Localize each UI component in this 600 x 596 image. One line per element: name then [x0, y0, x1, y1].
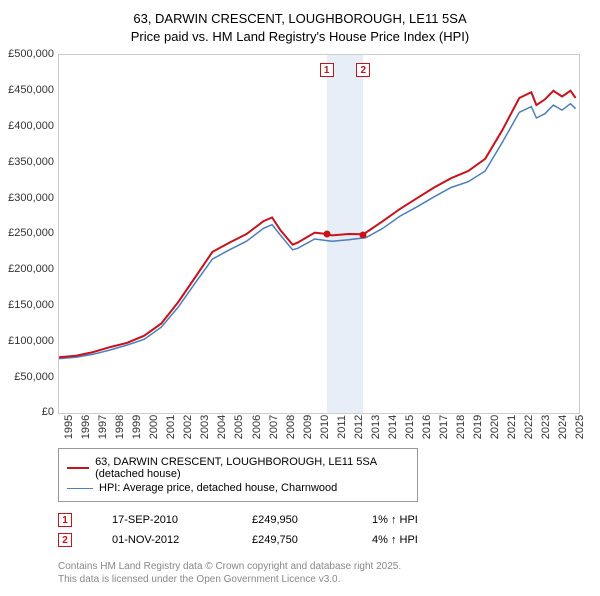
chart-area: 1995199619971998199920002001200220032004…: [58, 54, 580, 414]
legend-label-hpi: HPI: Average price, detached house, Char…: [99, 482, 337, 494]
y-tick-label: £100,000: [8, 335, 58, 347]
legend-swatch-hpi: [67, 488, 93, 489]
x-tick-label: 2025: [570, 415, 586, 439]
y-tick-label: £200,000: [8, 263, 58, 275]
x-tick-label: 2019: [468, 415, 484, 439]
legend-label-property: 63, DARWIN CRESCENT, LOUGHBOROUGH, LE11 …: [95, 456, 409, 480]
legend-swatch-property: [67, 467, 89, 469]
x-tick-label: 2011: [332, 416, 348, 440]
sale-marker-badge: 2: [356, 63, 370, 77]
x-tick-label: 2006: [247, 415, 263, 439]
y-tick-label: £150,000: [8, 299, 58, 311]
y-tick-label: £50,000: [14, 371, 58, 383]
x-tick-label: 2021: [502, 415, 518, 439]
legend-item-property: 63, DARWIN CRESCENT, LOUGHBOROUGH, LE11 …: [67, 455, 409, 481]
x-tick-label: 2004: [212, 415, 228, 439]
x-tick-label: 2003: [195, 415, 211, 439]
x-tick-label: 2000: [144, 415, 160, 439]
sale-dot: [323, 231, 330, 238]
sale-badge: 1: [58, 513, 72, 527]
x-tick-label: 2010: [315, 415, 331, 439]
attribution-line2: This data is licensed under the Open Gov…: [58, 573, 590, 586]
attribution-line1: Contains HM Land Registry data © Crown c…: [58, 560, 590, 573]
x-tick-label: 1997: [93, 415, 109, 439]
x-tick-label: 2005: [229, 415, 245, 439]
legend-item-hpi: HPI: Average price, detached house, Char…: [67, 481, 409, 495]
sale-marker-badge: 1: [320, 63, 334, 77]
legend: 63, DARWIN CRESCENT, LOUGHBOROUGH, LE11 …: [58, 448, 418, 502]
chart-svg: [59, 55, 579, 413]
y-tick-label: £300,000: [8, 192, 58, 204]
chart-title: 63, DARWIN CRESCENT, LOUGHBOROUGH, LE11 …: [10, 10, 590, 46]
sale-delta: 4% ↑ HPI: [372, 534, 418, 546]
x-tick-label: 2009: [298, 415, 314, 439]
y-tick-label: £0: [42, 406, 58, 418]
x-tick-label: 2017: [434, 415, 450, 439]
x-tick-label: 2013: [366, 415, 382, 439]
attribution: Contains HM Land Registry data © Crown c…: [58, 560, 590, 586]
x-tick-label: 2008: [281, 415, 297, 439]
x-tick-label: 2007: [264, 415, 280, 439]
x-tick-label: 1999: [127, 415, 143, 439]
x-tick-label: 2024: [553, 415, 569, 439]
title-subtitle: Price paid vs. HM Land Registry's House …: [10, 28, 590, 46]
series-line-property: [59, 91, 576, 357]
x-tick-label: 2018: [451, 415, 467, 439]
x-tick-label: 2022: [519, 415, 535, 439]
x-tick-label: 1995: [59, 415, 75, 439]
x-tick-label: 2020: [485, 415, 501, 439]
y-tick-label: £500,000: [8, 48, 58, 60]
x-tick-label: 1996: [76, 415, 92, 439]
y-tick-label: £250,000: [8, 227, 58, 239]
x-tick-label: 2023: [536, 415, 552, 439]
title-address: 63, DARWIN CRESCENT, LOUGHBOROUGH, LE11 …: [10, 10, 590, 28]
sale-price: £249,750: [252, 534, 332, 546]
x-tick-label: 2015: [400, 415, 416, 439]
sale-dot: [360, 231, 367, 238]
x-tick-label: 1998: [110, 415, 126, 439]
sale-row: 2 01-NOV-2012 £249,750 4% ↑ HPI: [58, 530, 590, 550]
x-tick-label: 2012: [349, 415, 365, 439]
x-tick-label: 2002: [178, 415, 194, 439]
x-tick-label: 2001: [161, 415, 177, 439]
x-tick-label: 2014: [383, 415, 399, 439]
sale-badge: 2: [58, 533, 72, 547]
sale-price: £249,950: [252, 514, 332, 526]
sale-date: 01-NOV-2012: [112, 534, 212, 546]
x-tick-label: 2016: [417, 415, 433, 439]
sales-table: 1 17-SEP-2010 £249,950 1% ↑ HPI 2 01-NOV…: [58, 510, 590, 550]
series-line-hpi: [59, 104, 576, 359]
y-tick-label: £400,000: [8, 120, 58, 132]
plot-area: 1995199619971998199920002001200220032004…: [58, 54, 580, 414]
sale-delta: 1% ↑ HPI: [372, 514, 418, 526]
y-tick-label: £350,000: [8, 156, 58, 168]
sale-date: 17-SEP-2010: [112, 514, 212, 526]
y-tick-label: £450,000: [8, 84, 58, 96]
sale-row: 1 17-SEP-2010 £249,950 1% ↑ HPI: [58, 510, 590, 530]
